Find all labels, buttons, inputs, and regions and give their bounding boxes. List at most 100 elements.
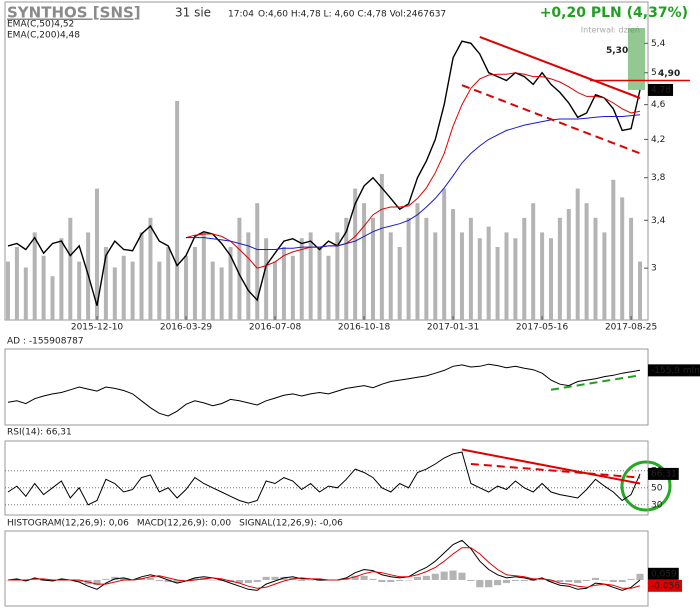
y-tick-label: 3 [651, 264, 657, 274]
histogram-bar [591, 577, 600, 580]
histogram-bar [494, 579, 502, 586]
value-box [648, 467, 679, 480]
legend-entry: SIGNAL(12,26,9): -0,06 [239, 519, 343, 529]
panel-title: AD : -155908787 [7, 337, 84, 347]
volume-bar [148, 217, 153, 320]
volume-bar [14, 247, 19, 320]
histogram-bar [369, 578, 377, 580]
panel-frame [4, 440, 649, 516]
histogram-bar [146, 577, 154, 580]
histogram-bar [307, 579, 315, 581]
instrument-title: SYNTHOS [SNS] [7, 4, 141, 22]
histogram-bar [440, 571, 448, 580]
histogram-bar [191, 577, 199, 580]
histogram-bar [574, 579, 582, 584]
histogram-bar [351, 575, 359, 580]
volume-bar [273, 261, 278, 320]
volume-bar [308, 232, 313, 320]
histogram-bar [485, 579, 493, 588]
panel-title: RSI(14): 66,31 [7, 428, 72, 438]
highlight-circle [620, 460, 672, 512]
volume-bar [620, 197, 625, 320]
volume-bar [344, 217, 349, 320]
histogram-bar [57, 578, 65, 580]
y-tick-label: 50 [651, 483, 663, 493]
volume-bar [50, 276, 55, 320]
volume-bar [290, 255, 295, 320]
series-line [7, 40, 641, 306]
histogram-bar [422, 575, 430, 580]
volume-bar [59, 238, 64, 320]
histogram-bar [164, 579, 172, 583]
histogram-bar [173, 579, 181, 584]
volume-bar [210, 261, 215, 320]
histogram-bar [120, 577, 128, 580]
value-box [648, 83, 674, 96]
x-tick-label: 2016-03-29 [160, 323, 213, 333]
histogram-bar [31, 578, 39, 580]
series-line [7, 363, 641, 417]
y-tick-label: 30 [651, 500, 663, 510]
volume-bar [566, 209, 571, 320]
panel-frame [4, 530, 649, 607]
volume-bar [593, 217, 598, 320]
x-tick-label: 2016-07-08 [249, 323, 302, 333]
quote-summary: O:4,60 H:4,78 L: 4,60 C:4,78 Vol:2467637 [258, 10, 446, 20]
volume-bar [611, 179, 616, 320]
histogram-bar [253, 579, 261, 583]
volume-bar [23, 267, 28, 320]
volume-bar [246, 232, 251, 320]
y-tick-label: 3,8 [651, 173, 666, 183]
histogram-bar [298, 579, 306, 581]
volume-bar [166, 247, 171, 320]
histogram-bar [378, 579, 386, 583]
target-label: 5,30 [606, 46, 628, 56]
legend-entry: HISTOGRAM(12,26,9): 0,06 [7, 519, 129, 529]
value-box-label: -155,9 mln [651, 366, 700, 376]
volume-bar [353, 188, 358, 320]
histogram-bar [476, 579, 484, 588]
x-tick-label: 2016-10-18 [338, 323, 391, 333]
volume-bar [219, 267, 224, 320]
value-box-label: 4,78 [651, 85, 671, 95]
histogram-bar [396, 579, 404, 581]
histogram-bar [360, 575, 368, 580]
volume-bar [112, 267, 117, 320]
histogram-bar [431, 573, 439, 580]
volume-bar [424, 217, 429, 320]
volume-bar [415, 203, 420, 320]
histogram-bar [600, 579, 608, 581]
level-label: 4,90 [658, 69, 680, 79]
volume-bar [130, 261, 135, 320]
legend-entry: EMA(C,200)4,48 [7, 31, 80, 41]
volume-bar [540, 232, 545, 320]
histogram-bar [342, 578, 350, 580]
volume-bar [522, 217, 527, 320]
volume-bar [575, 188, 580, 320]
volume-bar [264, 238, 269, 320]
volume-bar [504, 232, 509, 320]
price-change: +0,20 PLN (4,37%) [540, 5, 688, 21]
histogram-bar [102, 578, 110, 580]
legend-entry: MACD(12,26,9): 0,00 [137, 519, 232, 529]
histogram-bar [449, 570, 457, 580]
series-line [8, 547, 641, 589]
volume-bar [184, 255, 189, 320]
volume-bar [433, 232, 438, 320]
volume-bar [299, 238, 304, 320]
volume-bar [228, 247, 233, 320]
volume-bar [5, 261, 11, 320]
volume-bar [201, 232, 206, 320]
histogram-bar [609, 579, 617, 583]
histogram-bar [565, 579, 573, 583]
volume-bar [326, 255, 331, 320]
volume-bar [637, 261, 643, 320]
volume-bar [451, 209, 456, 320]
histogram-bar [583, 579, 591, 581]
histogram-bar [182, 579, 190, 581]
volume-bar [95, 188, 100, 320]
trendline [479, 36, 641, 99]
volume-bar [468, 217, 473, 320]
series-line [185, 72, 641, 269]
